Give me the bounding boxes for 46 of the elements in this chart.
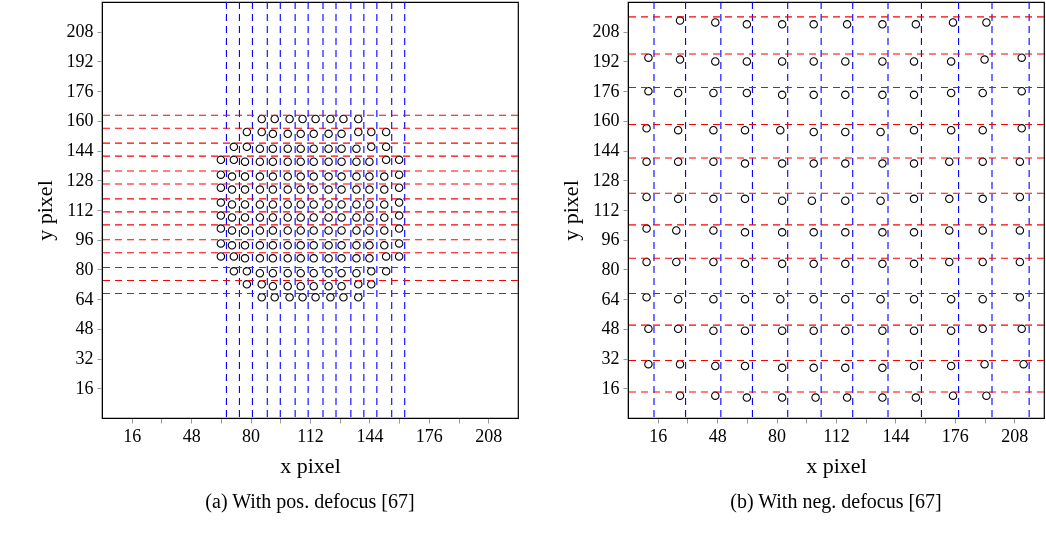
y-tick-label: 128	[66, 169, 94, 190]
y-tick-label: 16	[601, 377, 620, 398]
y-axis-title: y pixel	[31, 180, 57, 241]
x-tick-label: 176	[415, 425, 443, 446]
x-tick-label: 144	[882, 425, 910, 446]
y-tick-label: 128	[592, 169, 620, 190]
y-tick-label: 144	[66, 140, 94, 161]
y-tick-label: 192	[66, 50, 94, 71]
y-axis-title: y pixel	[557, 180, 583, 241]
y-tick-label: 112	[67, 199, 94, 220]
y-tick-label: 160	[592, 110, 620, 131]
y-tick-label: 96	[601, 229, 620, 250]
y-tick-label: 48	[75, 318, 94, 339]
x-tick-label: 48	[182, 425, 201, 446]
y-tick-label: 32	[601, 348, 620, 369]
y-tick-label: 16	[75, 377, 94, 398]
y-tick-label: 48	[601, 318, 620, 339]
x-tick-label: 16	[649, 425, 668, 446]
x-tick-label: 80	[242, 425, 261, 446]
y-tick-label: 208	[66, 21, 94, 42]
y-tick-label: 80	[601, 258, 620, 279]
x-axis-title: x pixel	[806, 452, 867, 478]
y-tick-label: 176	[592, 80, 620, 101]
y-tick-label: 192	[592, 50, 620, 71]
x-tick-label: 208	[1001, 425, 1029, 446]
y-tick-label: 80	[75, 258, 94, 279]
y-tick-label: 32	[75, 348, 94, 369]
y-tick-label: 64	[601, 288, 620, 309]
y-tick-label: 64	[75, 288, 94, 309]
text: (a) With pos. defocus [67]	[205, 490, 415, 513]
y-tick-label: 176	[66, 80, 94, 101]
x-tick-label: 112	[297, 425, 324, 446]
y-tick-label: 96	[75, 229, 94, 250]
text: (b) With neg. defocus [67]	[730, 490, 942, 513]
x-tick-label: 80	[768, 425, 787, 446]
x-tick-label: 176	[941, 425, 969, 446]
y-tick-label: 144	[592, 140, 620, 161]
x-tick-label: 144	[356, 425, 384, 446]
x-tick-label: 16	[123, 425, 142, 446]
y-tick-label: 160	[66, 110, 94, 131]
y-tick-label: 208	[592, 21, 620, 42]
x-axis-title: x pixel	[280, 452, 341, 478]
x-tick-label: 112	[823, 425, 850, 446]
y-tick-label: 112	[593, 199, 620, 220]
x-tick-label: 48	[708, 425, 727, 446]
x-tick-label: 208	[475, 425, 503, 446]
